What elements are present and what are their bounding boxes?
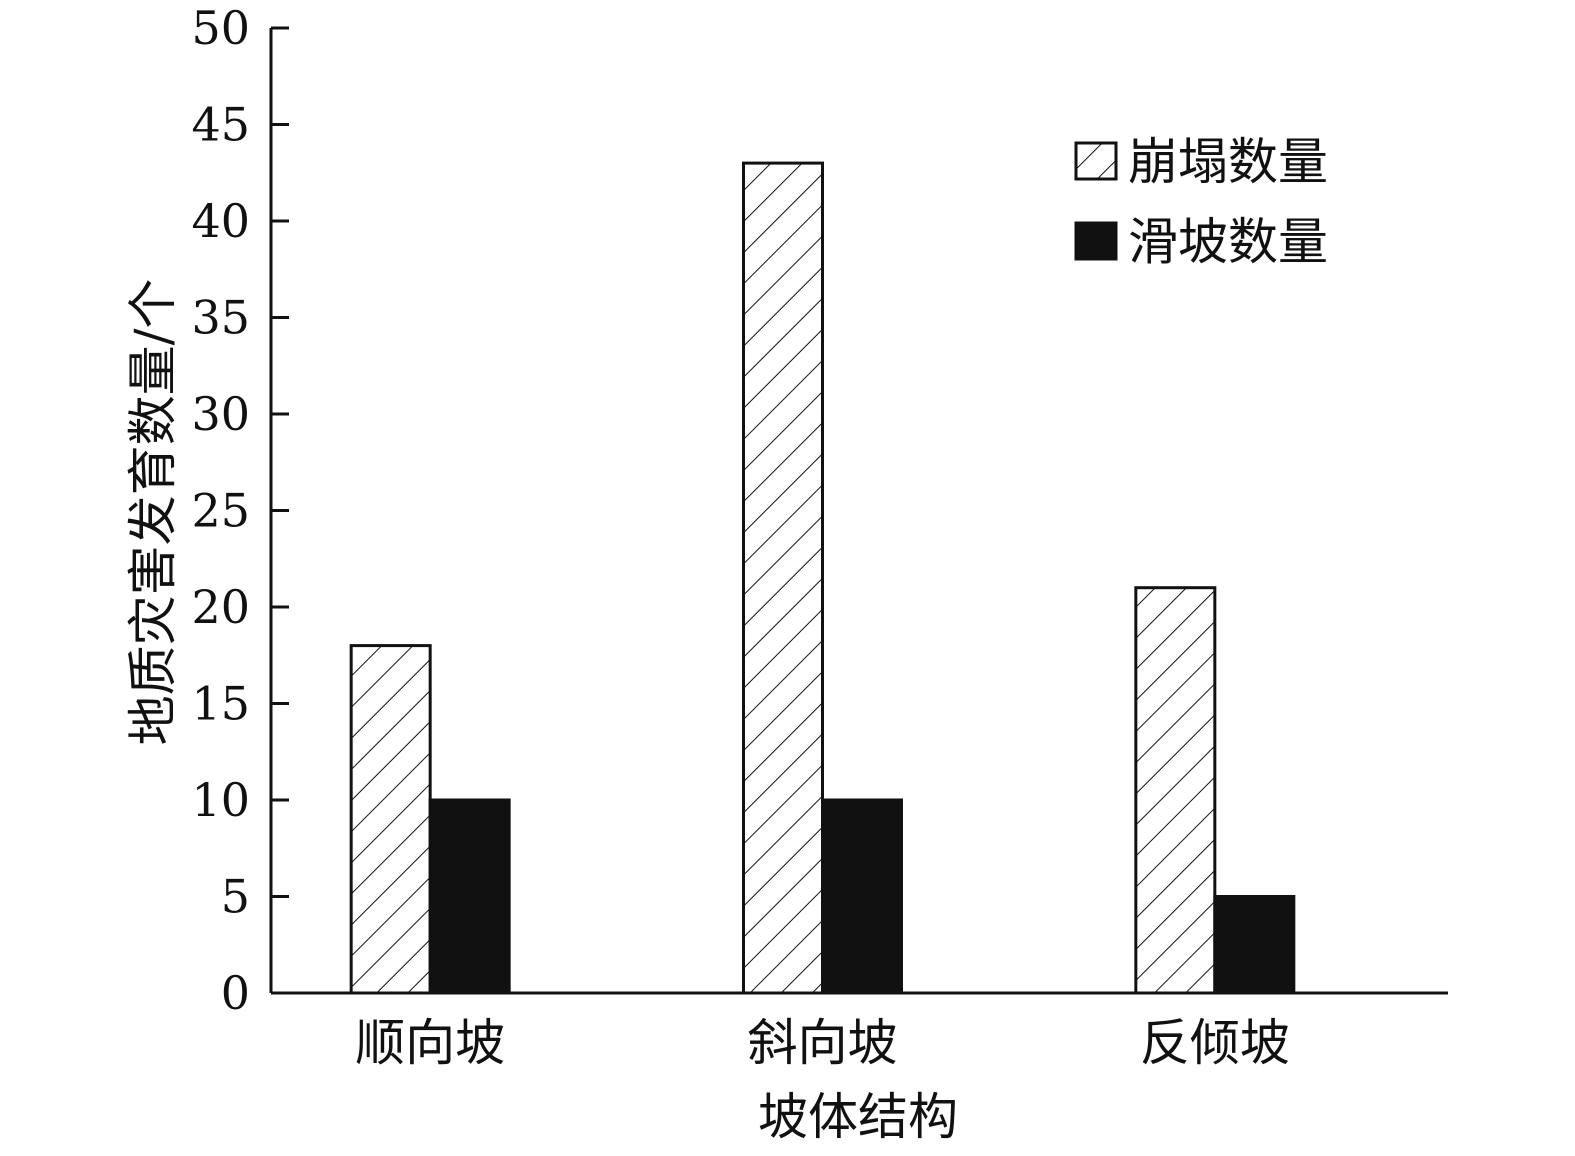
y-tick-label-5: 25 [191, 484, 250, 538]
x-category-label-1: 斜向坡 [748, 1014, 898, 1072]
y-tick-label-2: 10 [191, 773, 250, 827]
y-tick-label-3: 15 [191, 677, 250, 731]
x-category-label-0: 顺向坡 [355, 1014, 505, 1072]
bar-landslide-1 [821, 798, 903, 995]
y-tick-label-9: 45 [191, 98, 250, 152]
bar-landslide-2 [1213, 895, 1296, 995]
x-axis-title: 坡体结构 [758, 1088, 958, 1146]
y-axis-title: 地质灾害发育数量/个 [124, 279, 182, 746]
y-tick-label-0: 0 [221, 966, 250, 1020]
legend-swatch-1 [1074, 221, 1118, 261]
bars [349, 161, 1296, 995]
legend-label-0: 崩塌数量 [1128, 133, 1328, 191]
y-tick-label-7: 35 [191, 291, 250, 345]
legend-swatch-0 [1074, 141, 1118, 181]
bar-collapse-0 [349, 644, 432, 995]
y-tick-label-8: 40 [191, 194, 250, 248]
x-category-label-2: 反倾坡 [1140, 1014, 1290, 1072]
bar-collapse-2 [1134, 586, 1217, 995]
bar-landslide-0 [428, 798, 511, 995]
bar-collapse-1 [742, 161, 824, 995]
x-axis-category-labels: 顺向坡 斜向坡 反倾坡 [355, 1014, 1290, 1072]
y-tick-label-6: 30 [191, 387, 250, 441]
y-tick-label-10: 50 [191, 1, 250, 55]
legend-label-1: 滑坡数量 [1128, 213, 1328, 271]
y-tick-label-1: 5 [221, 870, 250, 924]
y-tick-label-4: 20 [191, 580, 250, 634]
y-axis-ticks: 0 5 10 15 20 25 30 35 40 45 50 [191, 1, 289, 1020]
